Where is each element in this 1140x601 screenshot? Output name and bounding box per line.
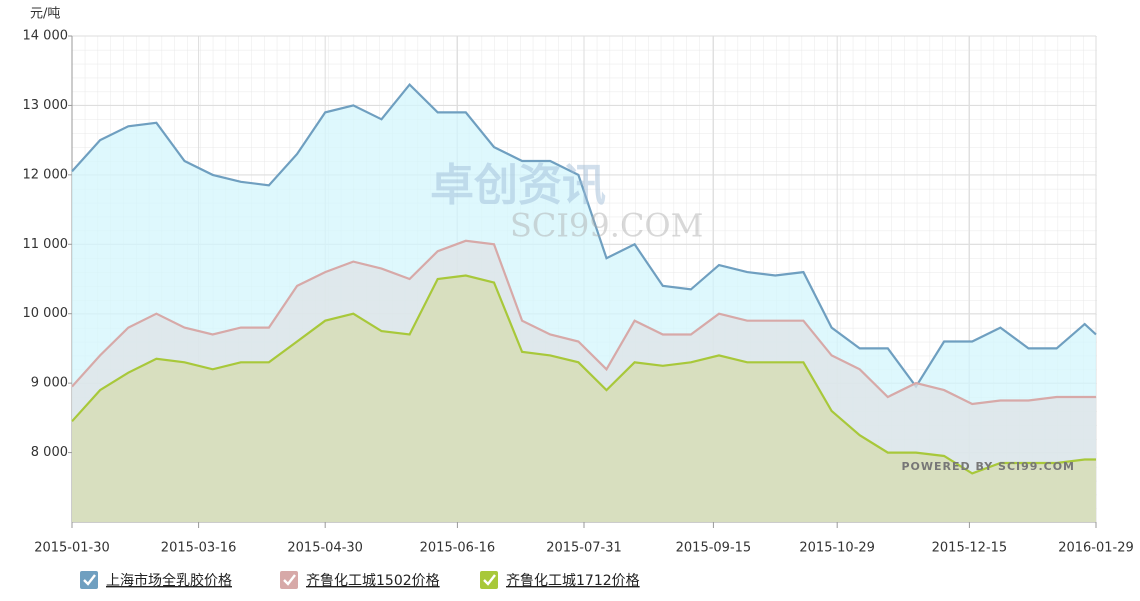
y-tick-label: 14 000 [23, 29, 69, 44]
x-tick-label: 2015-01-30 [34, 541, 110, 556]
legend-check [83, 574, 96, 586]
x-tick-label: 2015-06-16 [420, 541, 496, 556]
legend-check [483, 574, 496, 586]
x-tick-label: 2016-01-29 [1058, 541, 1134, 556]
area [72, 275, 1096, 522]
legend-label[interactable]: 上海市场全乳胶价格 [106, 572, 232, 589]
x-tick-label: 2015-04-30 [287, 541, 363, 556]
legend-label[interactable]: 齐鲁化工城1712价格 [506, 573, 640, 589]
line [71, 239, 1096, 406]
line [71, 274, 1096, 475]
watermark: 卓创资讯 [430, 160, 606, 211]
y-axis-title: 元/吨 [30, 7, 60, 22]
y-tick-label: 13 000 [23, 98, 69, 113]
line [71, 82, 1097, 389]
watermark: SCI99.COM [510, 207, 703, 245]
legend-label[interactable]: 齐鲁化工城1502价格 [306, 573, 440, 589]
x-tick-label: 2015-12-15 [932, 541, 1008, 556]
x-tick-label: 2015-10-29 [799, 541, 875, 556]
legend-swatch [480, 571, 498, 589]
y-tick-label: 8 000 [31, 445, 68, 460]
y-tick-label: 11 000 [23, 237, 69, 252]
y-tick-label: 9 000 [31, 376, 68, 391]
credit: POWERED BY SCI99.COM [901, 460, 1075, 473]
legend-swatch [280, 571, 298, 589]
x-tick-label: 2015-03-16 [161, 541, 237, 556]
y-tick-label: 10 000 [23, 306, 69, 321]
x-tick-label: 2015-07-31 [546, 541, 622, 556]
legend-swatch [80, 571, 98, 589]
x-tick-label: 2015-09-15 [676, 541, 752, 556]
y-tick-label: 12 000 [23, 167, 69, 182]
legend-check [283, 574, 296, 586]
